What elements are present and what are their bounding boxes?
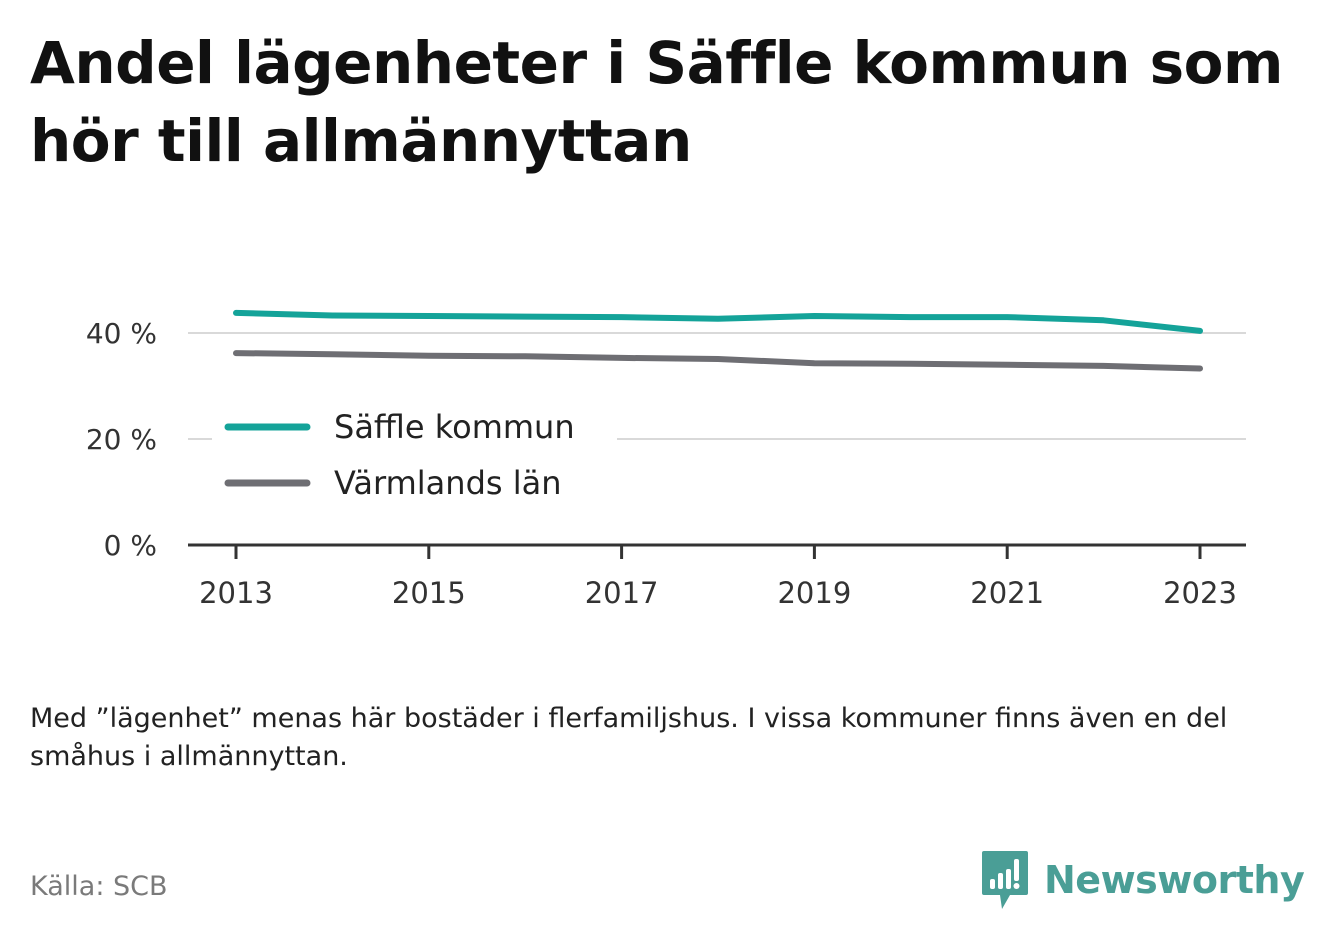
series-line-2 <box>233 350 1203 372</box>
x-tick-label: 2013 <box>199 576 273 610</box>
y-tick-label: 40 % <box>86 317 157 350</box>
line-chart: Säffle kommun Värmlands län 0 % 20 % 40 % 20… <box>86 309 1246 610</box>
x-tick-label: 2019 <box>777 576 851 610</box>
x-tick-label: 2017 <box>585 576 659 610</box>
x-tick-label: 2023 <box>1163 576 1237 610</box>
chart-note: Med ”lägenhet” menas här bostäder i fler… <box>30 703 1228 772</box>
x-tick-label: 2015 <box>392 576 466 610</box>
legend-background <box>212 400 617 510</box>
newsworthy-brand[interactable]: Newsworthy <box>980 848 1305 912</box>
newsworthy-logo-icon <box>982 851 1028 909</box>
legend-label: Säffle kommun <box>334 408 575 446</box>
y-tick-label: 0 % <box>104 529 157 562</box>
source-label: Källa: SCB <box>30 871 168 902</box>
series-line-1 <box>233 309 1203 334</box>
legend: Säffle kommun Värmlands län <box>212 400 617 510</box>
brand-name: Newsworthy <box>1044 858 1305 902</box>
chart-title: Andel lägenheter i Säffle kommun som hör… <box>30 29 1283 175</box>
y-tick-label: 20 % <box>86 423 157 456</box>
x-tick-label: 2021 <box>970 576 1044 610</box>
legend-label: Värmlands län <box>334 464 562 502</box>
axes: 0 % 20 % 40 % 2013 2015 2017 2019 2021 2023 <box>86 317 1246 610</box>
series-lines <box>233 309 1203 372</box>
